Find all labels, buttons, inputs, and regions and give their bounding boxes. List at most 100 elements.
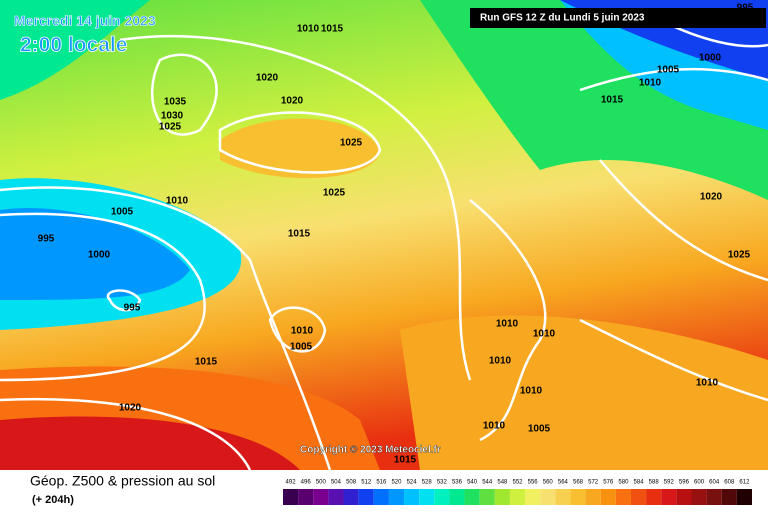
scale-label: 612 — [739, 480, 750, 486]
scale-label: 560 — [543, 480, 554, 486]
isobar-label: 1010 — [520, 386, 543, 397]
map-field — [0, 0, 768, 470]
scale-label: 564 — [558, 480, 569, 486]
scale-swatch — [525, 489, 541, 505]
scale-swatch — [328, 489, 344, 505]
color-scale: 492 496 500 504 508 512 516 520 524 528 532 536 540 5… — [283, 480, 752, 505]
isobar-label: 1005 — [290, 342, 313, 353]
scale-swatch — [646, 489, 662, 505]
scale-swatch — [494, 489, 510, 505]
scale-label: 524 — [407, 480, 418, 486]
scale-label: 580 — [618, 480, 629, 486]
scale-swatch — [419, 489, 435, 505]
isobar-label: 1020 — [281, 96, 304, 107]
isobar-label: 1030 — [161, 111, 184, 122]
scale-label: 540 — [467, 480, 478, 486]
isobar-label: 1010 — [291, 326, 314, 337]
scale-swatch — [540, 489, 556, 505]
scale-swatch — [630, 489, 647, 505]
isobar-label: 1020 — [700, 192, 723, 203]
scale-label: 508 — [346, 480, 357, 486]
scale-swatch — [449, 489, 465, 505]
isobar-label: 1010 — [696, 378, 719, 389]
isobar-label: 1025 — [340, 138, 363, 149]
isobar-label: 995 — [38, 234, 55, 245]
scale-label: 592 — [664, 480, 675, 486]
scale-swatch — [615, 489, 631, 505]
isobar-label: 1010 — [483, 421, 506, 432]
scale-label: 576 — [603, 480, 614, 486]
scale-swatch — [434, 489, 450, 505]
isobar-label: 995 — [124, 303, 141, 314]
scale-label: 512 — [361, 480, 372, 486]
date-label: Mercredi 14 juin 2023 — [14, 13, 156, 29]
scale-label: 500 — [316, 480, 327, 486]
scale-swatch — [283, 489, 299, 505]
scale-label: 604 — [709, 480, 720, 486]
scale-swatch — [721, 489, 737, 505]
isobar-label: 1010 — [496, 319, 519, 330]
scale-label: 572 — [588, 480, 599, 486]
isobar-label: 1020 — [119, 403, 142, 414]
isobar-label: 1035 — [164, 97, 187, 108]
scale-label: 588 — [649, 480, 660, 486]
scale-label: 552 — [512, 480, 523, 486]
scale-swatch — [600, 489, 616, 505]
isobar-label: 1020 — [256, 73, 279, 84]
scale-label: 528 — [422, 480, 433, 486]
isobar-label: 1010 — [533, 329, 556, 340]
scale-label: 600 — [694, 480, 705, 486]
scale-swatch — [358, 489, 374, 505]
isobar-label: 1015 — [321, 24, 344, 35]
scale-swatch — [404, 489, 420, 505]
footer-lead: (+ 204h) — [32, 494, 74, 506]
isobar-label: 1015 — [195, 357, 218, 368]
isobar-label: 1015 — [601, 95, 624, 106]
isobar-label: 1010 — [166, 196, 189, 207]
scale-label: 568 — [573, 480, 584, 486]
scale-swatch — [298, 489, 314, 505]
scale-swatch — [661, 489, 677, 505]
isobar-label: 1015 — [394, 455, 417, 466]
scale-label: 596 — [679, 480, 690, 486]
scale-swatch — [313, 489, 329, 505]
scale-label: 536 — [452, 480, 463, 486]
scale-swatch — [691, 489, 707, 505]
isobar-label: 1000 — [88, 250, 111, 261]
scale-swatch — [555, 489, 571, 505]
scale-label: 492 — [286, 480, 297, 486]
scale-label: 504 — [331, 480, 342, 486]
scale-swatch — [479, 489, 495, 505]
isobar-label: 1010 — [639, 78, 662, 89]
scale-swatch — [343, 489, 359, 505]
scale-swatch — [676, 489, 692, 505]
isobar-label: 1005 — [111, 207, 134, 218]
isobar-label: 1025 — [323, 188, 346, 199]
time-label: 2:00 locale — [20, 34, 127, 57]
isobars — [0, 18, 768, 471]
scale-label: 516 — [376, 480, 387, 486]
run-label: Run GFS 12 Z du Lundi 5 juin 2023 — [480, 13, 645, 24]
scale-label: 608 — [724, 480, 735, 486]
scale-swatch — [373, 489, 389, 505]
scale-label: 496 — [301, 480, 312, 486]
run-box — [470, 8, 766, 28]
header: Mercredi 14 juin 2023 2:00 locale Run GF… — [14, 8, 766, 57]
scale-swatch — [388, 489, 405, 505]
isobar-label: 1005 — [528, 424, 551, 435]
scale-swatch — [585, 489, 601, 505]
scale-swatch — [464, 489, 480, 505]
isobar-label: 1005 — [657, 65, 680, 76]
scale-label: 548 — [497, 480, 508, 486]
footer-title: Géop. Z500 & pression au sol — [30, 473, 215, 489]
scale-label: 544 — [482, 480, 493, 486]
scale-swatch — [736, 489, 752, 505]
isobar-label: 1025 — [159, 122, 182, 133]
isobar-label: 1025 — [728, 250, 751, 261]
isobar-label: 1010 — [297, 24, 320, 35]
isobar-label: 1015 — [288, 229, 311, 240]
scale-label: 532 — [437, 480, 448, 486]
scale-label: 556 — [528, 480, 539, 486]
